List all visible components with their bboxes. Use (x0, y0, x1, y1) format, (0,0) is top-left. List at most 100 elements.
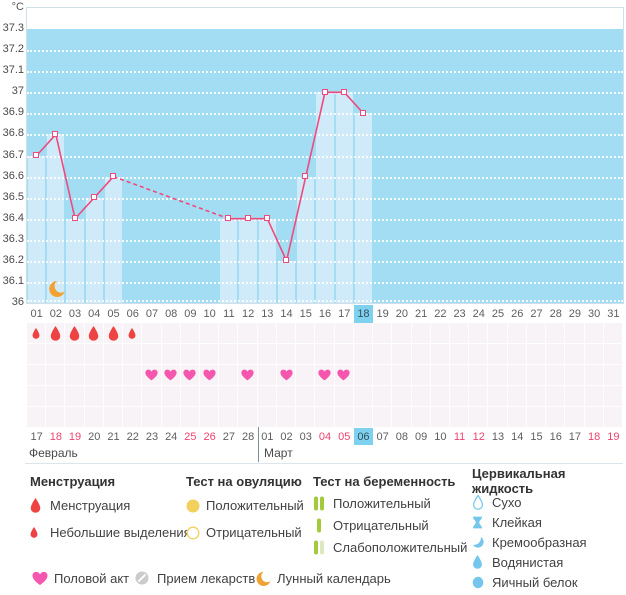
symbol-cell[interactable] (276, 386, 297, 407)
symbol-cell[interactable] (200, 323, 220, 344)
symbol-cell[interactable] (353, 386, 374, 407)
calendar-date-cell[interactable]: 26 (203, 430, 216, 443)
calendar-date-cell[interactable]: 13 (491, 430, 505, 443)
calendar-date-cell[interactable]: 07 (376, 430, 389, 443)
symbol-cell[interactable] (584, 344, 604, 365)
calendar-date-cell[interactable]: 12 (472, 430, 485, 443)
symbol-cell[interactable] (161, 344, 181, 365)
symbol-cell[interactable] (257, 407, 277, 428)
symbol-cell[interactable] (392, 386, 412, 407)
symbol-cell[interactable] (353, 344, 374, 365)
cycle-day-cell[interactable]: 01 (30, 308, 43, 320)
symbol-cell[interactable] (238, 386, 258, 407)
symbol-cell[interactable] (65, 386, 85, 407)
symbol-cell[interactable] (603, 323, 623, 344)
symbol-cell[interactable] (238, 407, 258, 428)
symbol-cell[interactable] (565, 386, 585, 407)
symbol-cell[interactable] (46, 365, 66, 386)
calendar-date-cell[interactable]: 01 (261, 430, 274, 443)
symbol-cell[interactable] (411, 323, 431, 344)
symbol-cell[interactable] (526, 365, 547, 386)
cycle-day-cell[interactable]: 29 (568, 308, 582, 320)
symbol-cell[interactable] (219, 344, 239, 365)
symbol-cell[interactable] (296, 344, 316, 365)
symbol-cell[interactable] (180, 407, 201, 428)
calendar-date-cell[interactable]: 06 (353, 428, 374, 445)
cycle-day-cell[interactable]: 06 (126, 308, 139, 320)
cycle-day-cell[interactable]: 27 (530, 308, 543, 320)
symbol-cell[interactable] (603, 386, 623, 407)
temperature-point[interactable] (321, 88, 328, 95)
symbol-cell[interactable] (315, 323, 335, 344)
calendar-date-cell[interactable]: 19 (607, 430, 620, 443)
symbol-cell[interactable] (142, 344, 162, 365)
temperature-point[interactable] (52, 130, 59, 137)
symbol-cell[interactable] (84, 365, 104, 386)
temperature-point[interactable] (110, 173, 117, 180)
calendar-date-cell[interactable]: 09 (415, 430, 428, 443)
symbol-cell[interactable] (219, 323, 239, 344)
symbol-cell[interactable] (603, 365, 623, 386)
cycle-day-cell[interactable]: 28 (549, 308, 562, 320)
symbol-cell[interactable] (161, 386, 181, 407)
calendar-date-cell[interactable]: 03 (299, 430, 312, 443)
symbol-cell[interactable] (103, 407, 124, 428)
calendar-date-cell[interactable]: 02 (280, 430, 293, 443)
temperature-point[interactable] (302, 173, 309, 180)
symbol-cell[interactable] (276, 365, 297, 386)
symbol-cell[interactable] (84, 386, 104, 407)
symbol-cell[interactable] (469, 365, 489, 386)
symbol-cell[interactable] (334, 407, 354, 428)
symbol-cell[interactable] (238, 344, 258, 365)
symbol-cell[interactable] (103, 344, 124, 365)
cycle-day-cell[interactable]: 17 (338, 308, 351, 320)
temperature-point[interactable] (33, 152, 40, 158)
calendar-date-cell[interactable]: 15 (530, 430, 543, 443)
symbol-cell[interactable] (334, 365, 354, 386)
symbol-cell[interactable] (219, 386, 239, 407)
symbol-cell[interactable] (27, 386, 47, 407)
symbol-cell[interactable] (123, 407, 143, 428)
symbol-cell[interactable] (84, 344, 104, 365)
symbol-cell[interactable] (200, 344, 220, 365)
symbol-cell[interactable] (180, 344, 201, 365)
symbol-cell[interactable] (257, 365, 277, 386)
cycle-day-cell[interactable]: 03 (68, 308, 82, 320)
symbol-cell[interactable] (546, 365, 566, 386)
symbol-cell[interactable] (200, 365, 220, 386)
symbol-cell[interactable] (27, 407, 47, 428)
symbol-cell[interactable] (161, 407, 181, 428)
cycle-day-cell[interactable]: 12 (241, 308, 255, 320)
cycle-day-cell[interactable]: 02 (49, 308, 62, 320)
symbol-cell[interactable] (46, 344, 66, 365)
symbol-cell[interactable] (373, 386, 393, 407)
cycle-day-cell[interactable]: 19 (376, 308, 389, 320)
symbol-cell[interactable] (238, 323, 258, 344)
symbol-cell[interactable] (373, 323, 393, 344)
symbol-cell[interactable] (507, 344, 527, 365)
calendar-date-cell[interactable]: 17 (30, 430, 43, 443)
cycle-day-cell[interactable]: 16 (318, 308, 332, 320)
symbol-cell[interactable] (469, 323, 489, 344)
calendar-date-cell[interactable]: 11 (453, 430, 466, 443)
calendar-date-cell[interactable]: 18 (49, 430, 62, 443)
cycle-day-cell[interactable]: 10 (203, 308, 216, 320)
cycle-day-cell[interactable]: 13 (261, 308, 274, 320)
symbol-cell[interactable] (219, 407, 239, 428)
cycle-day-cell[interactable]: 14 (280, 308, 293, 320)
symbol-cell[interactable] (200, 407, 220, 428)
cycle-day-cell[interactable]: 22 (434, 308, 447, 320)
symbol-cell[interactable] (46, 323, 66, 344)
symbol-cell[interactable] (584, 407, 604, 428)
symbol-cell[interactable] (315, 344, 335, 365)
symbol-cell[interactable] (65, 365, 85, 386)
temperature-point[interactable] (359, 109, 366, 116)
symbol-cell[interactable] (584, 386, 604, 407)
symbol-cell[interactable] (103, 386, 124, 407)
symbol-cell[interactable] (353, 323, 374, 344)
calendar-date-cell[interactable]: 18 (588, 430, 601, 443)
symbol-cell[interactable] (546, 386, 566, 407)
symbol-cell[interactable] (449, 407, 470, 428)
symbol-cell[interactable] (430, 323, 450, 344)
symbol-cell[interactable] (257, 386, 277, 407)
